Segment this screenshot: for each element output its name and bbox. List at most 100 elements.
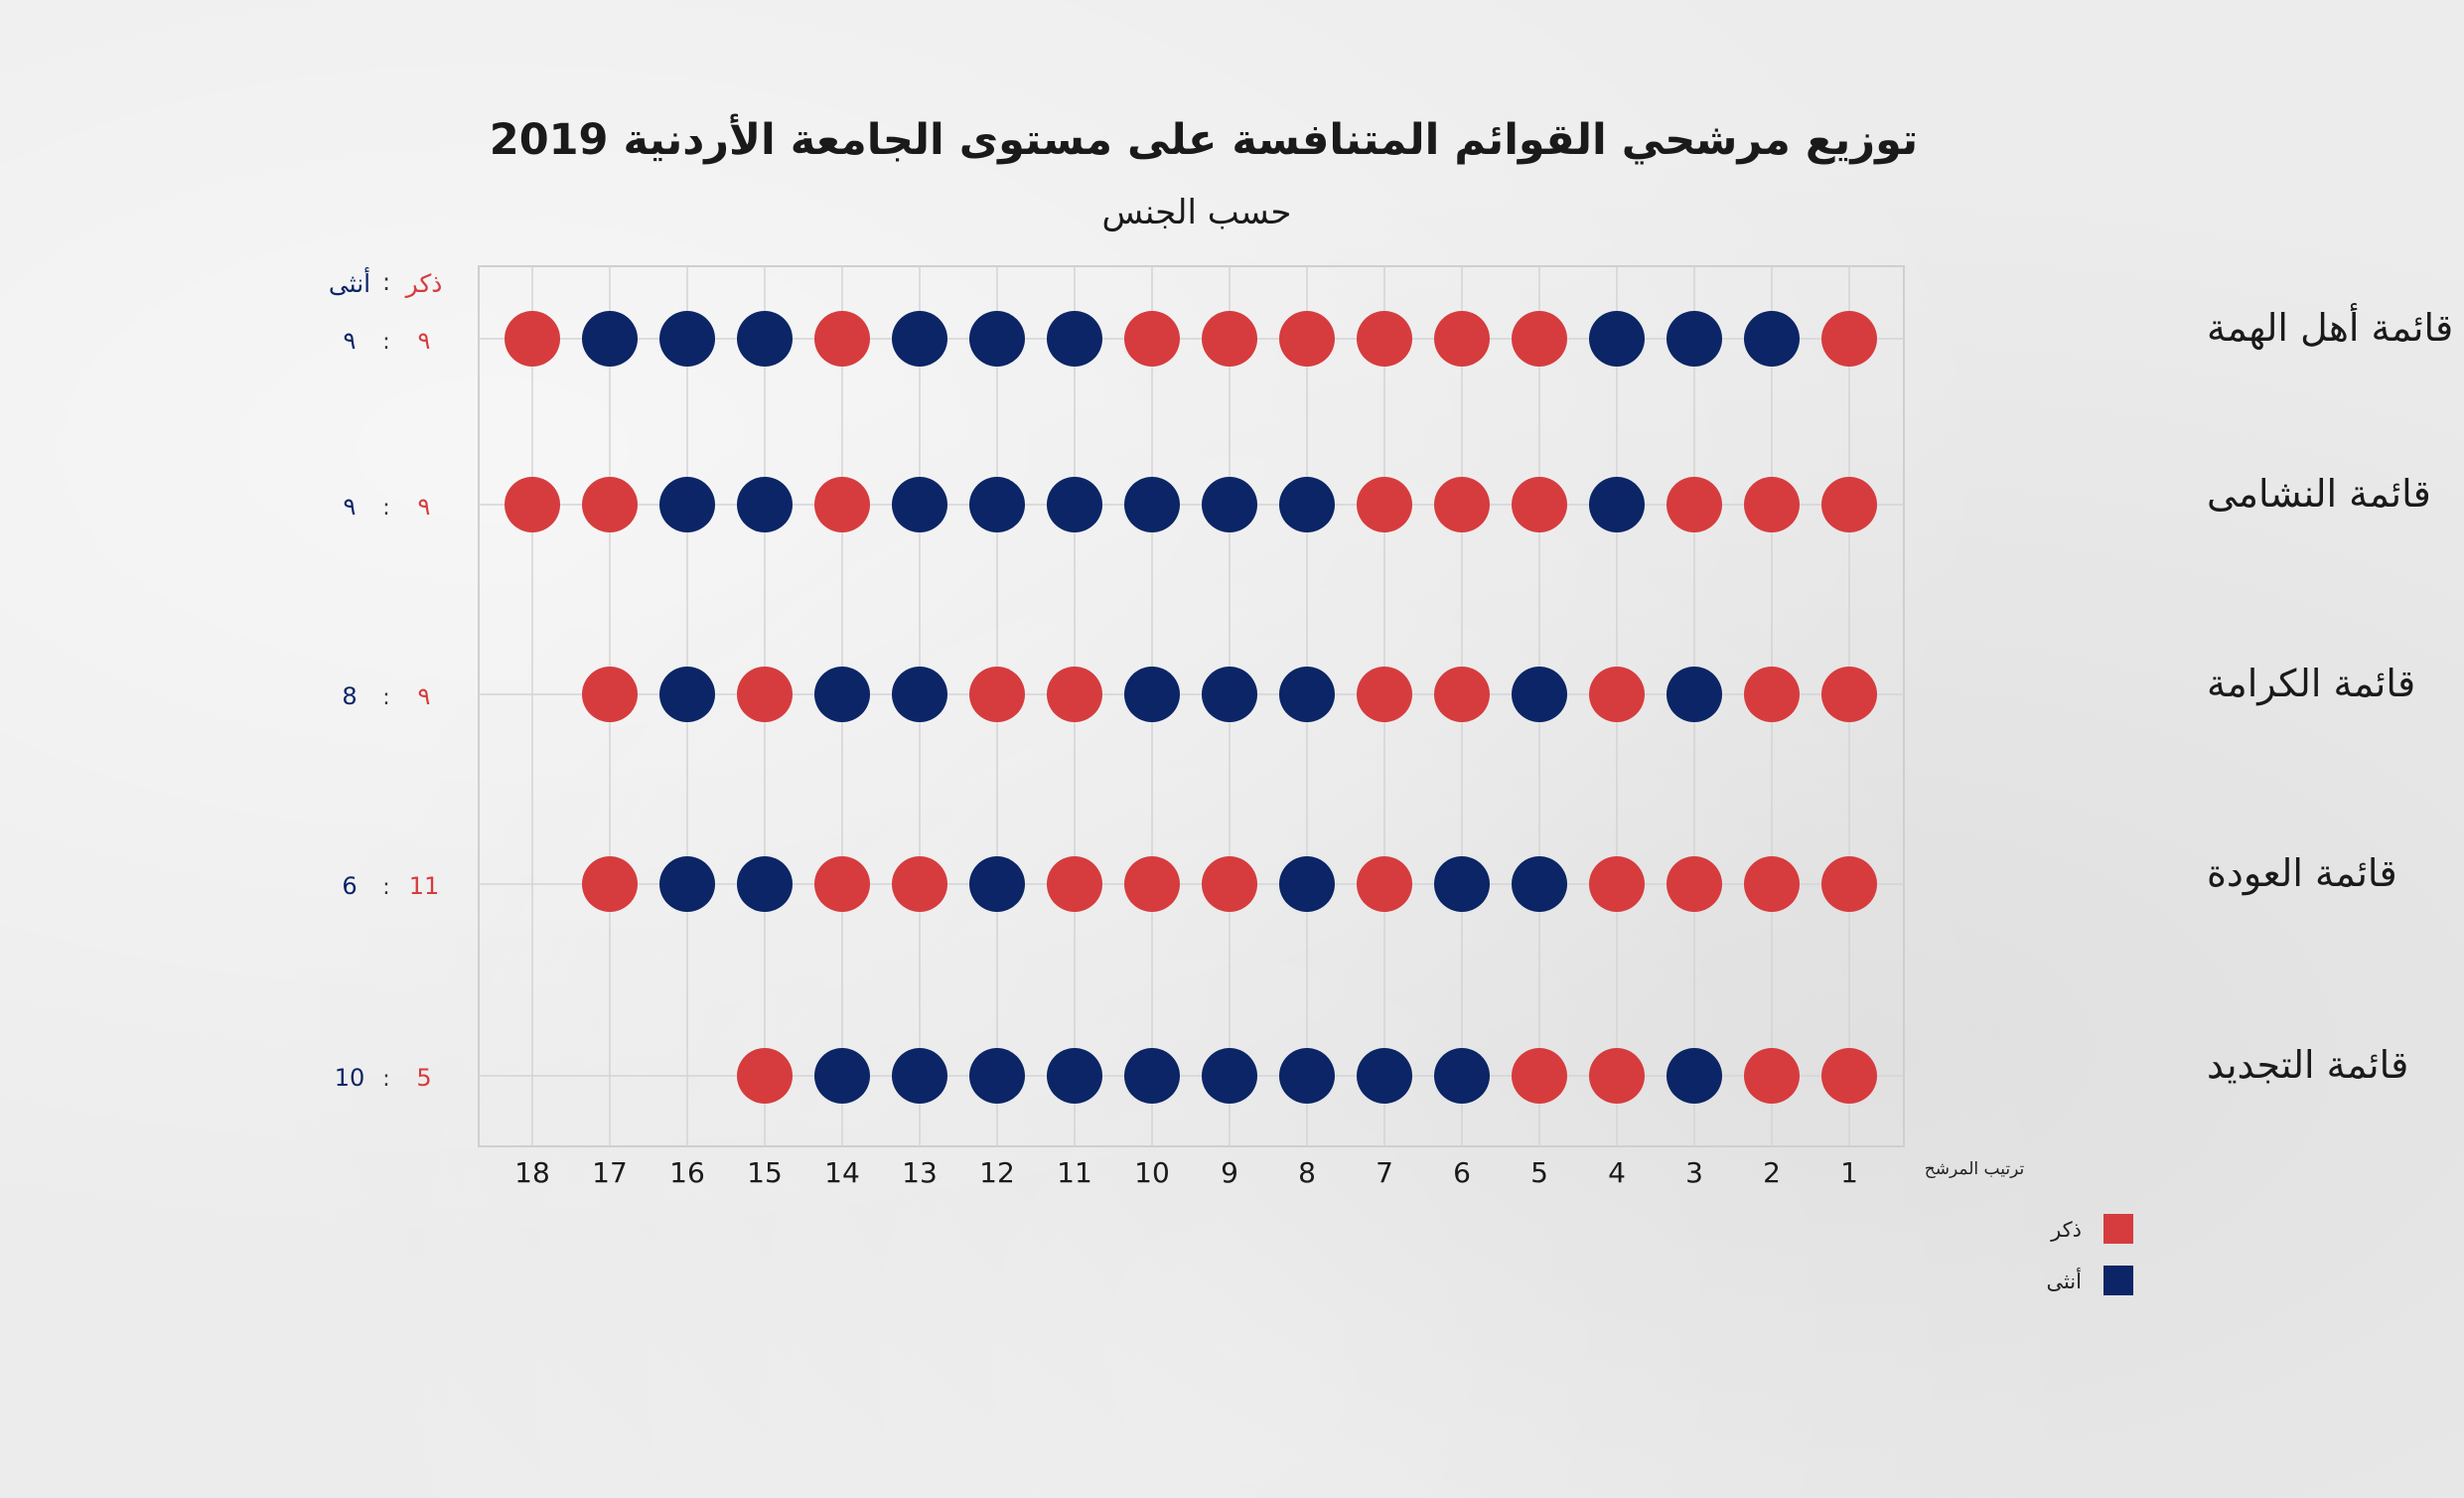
female-candidate-dot <box>1512 856 1567 912</box>
female-candidate-dot <box>1279 477 1335 532</box>
male-candidate-dot <box>1512 477 1567 532</box>
male-count-label: ٩ <box>418 327 431 355</box>
female-count-label: ٩ <box>344 327 357 355</box>
female-candidate-dot <box>1744 311 1800 367</box>
male-candidate-dot <box>1357 667 1412 722</box>
male-candidate-dot <box>1434 667 1490 722</box>
female-candidate-dot <box>1202 667 1257 722</box>
x-tick-label: 11 <box>1057 1156 1092 1189</box>
female-candidate-dot <box>969 311 1025 367</box>
female-candidate-dot <box>737 311 793 367</box>
female-candidate-dot <box>1667 311 1722 367</box>
male-candidate-dot <box>582 667 638 722</box>
female-candidate-dot <box>1434 1048 1490 1104</box>
female-candidate-dot <box>814 1048 870 1104</box>
x-tick-label: 4 <box>1608 1156 1626 1189</box>
x-tick-label: 1 <box>1840 1156 1858 1189</box>
male-candidate-dot <box>1202 311 1257 367</box>
male-candidate-dot <box>1357 311 1412 367</box>
female-candidate-dot <box>1589 311 1645 367</box>
male-candidate-dot <box>1124 856 1180 912</box>
male-candidate-dot <box>1047 667 1102 722</box>
x-tick-label: 15 <box>747 1156 783 1189</box>
x-tick-label: 5 <box>1530 1156 1548 1189</box>
plot-frame <box>478 265 1905 1147</box>
male-count-label: ٩ <box>418 682 431 710</box>
female-count-label: 8 <box>342 682 357 710</box>
x-tick-label: 18 <box>514 1156 550 1189</box>
list-name-label: قائمة النشامى <box>2207 472 2431 516</box>
female-candidate-dot <box>1667 667 1722 722</box>
list-name-label: قائمة العودة <box>2207 851 2397 896</box>
female-count-label: 10 <box>335 1064 365 1092</box>
count-separator: : <box>382 1067 389 1092</box>
male-candidate-dot <box>582 856 638 912</box>
female-candidate-dot <box>659 477 715 532</box>
male-count-label: ٩ <box>418 493 431 521</box>
female-candidate-dot <box>969 477 1025 532</box>
female-candidate-dot <box>814 667 870 722</box>
male-candidate-dot <box>1744 856 1800 912</box>
male-candidate-dot <box>1124 311 1180 367</box>
x-tick-label: 6 <box>1453 1156 1471 1189</box>
female-candidate-dot <box>1279 1048 1335 1104</box>
x-tick-label: 9 <box>1221 1156 1238 1189</box>
male-candidate-dot <box>814 311 870 367</box>
chart-subtitle: حسب الجنس <box>1102 193 1292 232</box>
legend-swatch-female <box>2103 1266 2133 1295</box>
female-candidate-dot <box>1047 477 1102 532</box>
count-header-sep: : <box>382 268 390 296</box>
female-candidate-dot <box>892 667 947 722</box>
chart-title: توزيع مرشحي القوائم المتنافسة على مستوى … <box>490 113 1918 165</box>
male-candidate-dot <box>1512 1048 1567 1104</box>
gender-counts: ٩:٩٩:٩٩:811:65:10 <box>335 327 440 1092</box>
list-name-label: قائمة أهل الهمة <box>2207 303 2453 351</box>
male-candidate-dot <box>1744 1048 1800 1104</box>
candidate-dots <box>505 311 1877 1104</box>
male-candidate-dot <box>892 856 947 912</box>
count-header-male: ذكر <box>404 269 443 298</box>
female-count-label: ٩ <box>344 493 357 521</box>
female-candidate-dot <box>1589 477 1645 532</box>
male-candidate-dot <box>1821 856 1877 912</box>
male-candidate-dot <box>1279 311 1335 367</box>
male-candidate-dot <box>1589 856 1645 912</box>
x-tick-label: 14 <box>824 1156 860 1189</box>
male-candidate-dot <box>814 856 870 912</box>
list-labels: قائمة أهل الهمة قائمة النشامى قائمة الكرام… <box>2207 303 2453 1087</box>
female-candidate-dot <box>892 477 947 532</box>
female-candidate-dot <box>1512 667 1567 722</box>
male-candidate-dot <box>1667 856 1722 912</box>
female-candidate-dot <box>659 856 715 912</box>
legend-label-female: أنثى <box>2046 1268 2082 1293</box>
legend-swatch-male <box>2103 1214 2133 1244</box>
male-candidate-dot <box>582 477 638 532</box>
female-candidate-dot <box>1434 856 1490 912</box>
male-candidate-dot <box>1589 667 1645 722</box>
male-count-label: 5 <box>416 1064 431 1092</box>
male-candidate-dot <box>1589 1048 1645 1104</box>
x-tick-label: 17 <box>592 1156 628 1189</box>
female-candidate-dot <box>892 311 947 367</box>
x-tick-label: 3 <box>1685 1156 1703 1189</box>
male-candidate-dot <box>1821 1048 1877 1104</box>
male-candidate-dot <box>1434 477 1490 532</box>
x-tick-label: 10 <box>1134 1156 1170 1189</box>
x-tick-label: 8 <box>1298 1156 1316 1189</box>
male-candidate-dot <box>1744 477 1800 532</box>
legend: ذكر أنثى <box>2046 1214 2133 1295</box>
count-separator: : <box>382 685 389 710</box>
male-candidate-dot <box>1047 856 1102 912</box>
male-candidate-dot <box>1357 856 1412 912</box>
legend-label-male: ذكر <box>2050 1218 2082 1242</box>
male-candidate-dot <box>737 667 793 722</box>
male-candidate-dot <box>1434 311 1490 367</box>
x-tick-label: 12 <box>979 1156 1015 1189</box>
female-candidate-dot <box>1279 856 1335 912</box>
list-name-label: قائمة التجديد <box>2207 1043 2408 1087</box>
female-candidate-dot <box>969 856 1025 912</box>
male-candidate-dot <box>1821 311 1877 367</box>
count-header: ذكر : أنثى <box>329 266 443 298</box>
